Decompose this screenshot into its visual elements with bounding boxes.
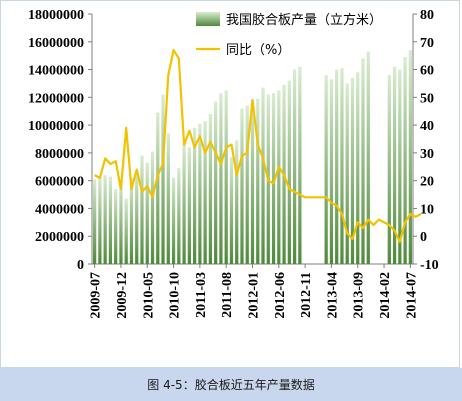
right-tick-label: 40: [420, 119, 434, 134]
production-bar: [98, 176, 102, 264]
legend-bar-label: 我国胶合板产量（立方米）: [226, 12, 382, 28]
production-bar: [150, 151, 155, 264]
production-bar: [292, 69, 297, 264]
production-bar: [156, 112, 160, 264]
production-bar: [140, 155, 144, 264]
left-tick-label: 4000000: [35, 202, 84, 217]
production-bar: [171, 177, 176, 264]
production-bar: [92, 179, 97, 264]
production-bar: [403, 57, 407, 264]
production-bar: [245, 105, 249, 265]
production-bar: [177, 168, 181, 264]
right-tick-label: 50: [420, 91, 434, 106]
chart: 0 2000000 4000000 6000000 8000000 10000000 120…: [28, 8, 439, 319]
x-tick-label: 2012-11: [299, 272, 314, 318]
production-bar: [345, 83, 349, 264]
production-bar: [203, 120, 207, 264]
x-tick-label: 2014-07: [404, 272, 419, 319]
legend-line-label: 同比（%）: [226, 43, 290, 58]
left-tick-label: 6000000: [35, 175, 84, 190]
production-bar: [398, 69, 402, 264]
production-bar: [166, 133, 170, 264]
left-tick-label: 12000000: [28, 91, 84, 106]
production-bar: [392, 66, 397, 265]
right-tick-label: 70: [420, 36, 434, 51]
x-tick-label: 2009-07: [89, 272, 104, 319]
right-tick-label: 30: [420, 147, 434, 162]
production-bar: [135, 170, 139, 264]
left-tick-label: 2000000: [35, 230, 84, 245]
left-tick-label: 0: [77, 258, 84, 273]
production-bar: [408, 50, 413, 264]
production-bar: [387, 75, 391, 264]
production-bar: [277, 90, 281, 264]
production-bar: [198, 123, 202, 264]
production-bar: [192, 127, 197, 264]
x-tick-label: 2013-04: [325, 272, 340, 319]
production-bar: [261, 87, 265, 264]
production-bar: [119, 180, 123, 264]
production-bar: [224, 90, 228, 264]
production-bar: [161, 94, 165, 264]
production-bar: [256, 98, 260, 264]
right-tick-label: 10: [420, 202, 434, 217]
production-bar: [129, 177, 134, 264]
production-bar: [182, 143, 186, 264]
production-bar: [103, 175, 107, 264]
right-tick-label: 80: [420, 8, 434, 23]
production-bar: [240, 108, 244, 264]
production-bar: [214, 101, 218, 264]
production-bar: [335, 69, 339, 264]
legend-bar-swatch: [196, 12, 220, 26]
caption-bar: 图 4-5：胶合板近五年产量数据: [0, 368, 462, 401]
production-bar: [108, 176, 113, 264]
production-bar: [250, 100, 255, 264]
left-tick-label: 8000000: [35, 147, 84, 162]
production-bar: [235, 140, 239, 264]
yoy-growth-line: [94, 48, 422, 243]
x-tick-label: 2013-09: [352, 272, 367, 319]
production-bar: [219, 93, 223, 265]
production-bar: [187, 147, 191, 264]
production-bar: [229, 157, 234, 264]
left-tick-label: 10000000: [28, 119, 84, 134]
right-tick-label: -10: [420, 258, 439, 273]
figure-caption: 图 4-5：胶合板近五年产量数据: [147, 378, 315, 392]
production-bar: [114, 189, 118, 264]
production-bar: [124, 198, 128, 264]
x-tick-label: 2014-02: [378, 272, 393, 319]
production-bar: [366, 51, 370, 264]
production-bar: [298, 66, 302, 265]
production-bar: [329, 79, 334, 265]
left-tick-label: 16000000: [28, 36, 84, 51]
x-tick-label: 2011-03: [194, 272, 209, 318]
production-bar: [350, 77, 355, 264]
right-tick-label: 0: [420, 230, 427, 245]
production-bar: [287, 80, 291, 265]
production-bar: [361, 58, 365, 264]
left-tick-label: 14000000: [28, 64, 84, 79]
production-bar: [271, 93, 276, 265]
left-tick-label: 18000000: [28, 8, 84, 23]
production-bar: [208, 114, 213, 264]
right-tick-label: 20: [420, 175, 434, 190]
production-bar: [340, 68, 344, 265]
x-tick-label: 2010-10: [168, 272, 183, 319]
production-bar: [356, 72, 360, 264]
x-tick-label: 2012-01: [247, 272, 262, 319]
production-bar: [145, 162, 149, 264]
right-tick-label: 60: [420, 64, 434, 79]
production-bar: [324, 75, 328, 264]
x-tick-label: 2009-12: [115, 272, 130, 319]
x-tick-label: 2010-05: [141, 272, 156, 319]
x-tick-label: 2011-08: [220, 272, 235, 318]
x-tick-label: 2012-06: [273, 272, 288, 319]
